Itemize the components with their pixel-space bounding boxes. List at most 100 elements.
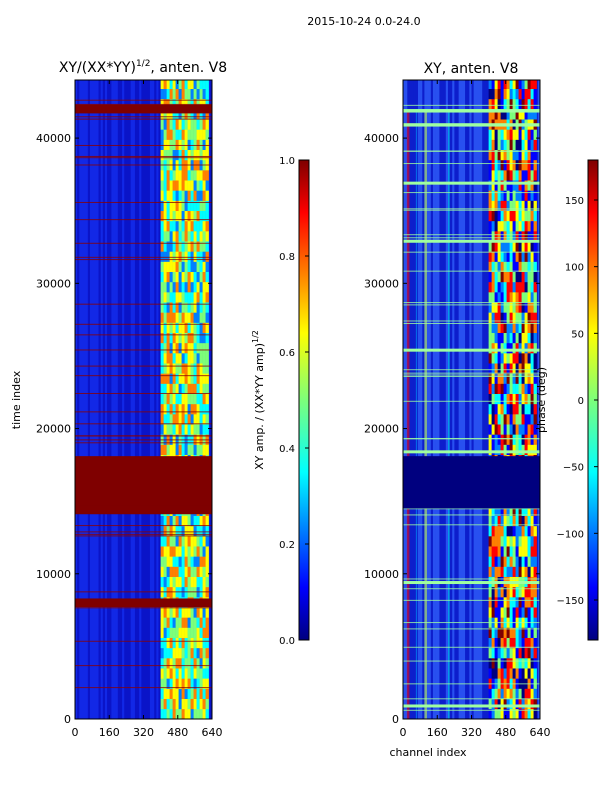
heatmap-cell: [494, 200, 498, 212]
heatmap-cell: [187, 129, 191, 140]
heatmap-cell: [491, 586, 495, 598]
heatmap-cell: [524, 403, 528, 415]
heatmap-cell: [202, 444, 206, 455]
heatmap-cell: [491, 109, 495, 120]
heatmap-cell: [491, 668, 495, 679]
heatmap-cell: [497, 536, 501, 547]
heatmap-cell: [193, 281, 197, 293]
heatmap-cell: [163, 312, 167, 323]
heatmap-cell: [533, 88, 537, 100]
heatmap-cell: [524, 434, 528, 445]
y-tick-label: 40000: [36, 132, 71, 145]
heatmap-cell: [500, 536, 504, 547]
heatmap-cell: [527, 383, 531, 394]
heatmap-cell: [488, 434, 492, 445]
heatmap-cell: [488, 98, 492, 110]
heatmap-cell: [184, 200, 188, 212]
heatmap-cell: [491, 241, 495, 252]
heatmap-cell: [491, 190, 495, 201]
heatmap-cell: [518, 556, 522, 567]
heatmap-cell: [187, 617, 191, 628]
heatmap-cell: [506, 210, 510, 222]
heatmap-cell: [488, 149, 492, 161]
heatmap-cell: [506, 393, 510, 405]
heatmap-cell: [512, 424, 516, 435]
heatmap-cell: [524, 281, 528, 293]
heatmap-cell: [518, 708, 522, 719]
heatmap-cell: [515, 505, 519, 516]
heatmap-cell: [196, 139, 200, 151]
heatmap-cell: [169, 414, 173, 425]
heatmap-cell: [175, 546, 179, 557]
flag-line: [75, 591, 212, 593]
heatmap-cell: [491, 210, 495, 222]
heatmap-cell: [518, 271, 522, 283]
heatmap-cell: [196, 668, 200, 679]
heatmap-cell: [196, 444, 200, 455]
heatmap-cell: [524, 200, 528, 212]
heatmap-cell: [527, 98, 531, 110]
heatmap-cell: [515, 281, 519, 293]
heatmap-cell: [184, 698, 188, 710]
heatmap-cell: [190, 658, 194, 669]
heatmap-cell: [172, 607, 176, 618]
heatmap-cell: [184, 180, 188, 191]
heatmap-cell: [175, 515, 179, 527]
heatmap-cell: [166, 424, 170, 435]
heatmap-cell: [160, 688, 164, 699]
heatmap-cell: [521, 88, 525, 100]
heatmap-cell: [518, 403, 522, 415]
heatmap-cell: [500, 80, 504, 90]
heatmap-cell: [202, 342, 206, 354]
heatmap-cell: [491, 292, 495, 303]
heatmap-cell: [518, 434, 522, 445]
heatmap-cell: [193, 271, 197, 283]
heatmap-cell: [521, 251, 525, 262]
heatmap-cell: [515, 80, 519, 90]
heatmap-cell: [196, 627, 200, 638]
heatmap-cell: [497, 586, 501, 598]
heatmap-cell: [199, 627, 203, 638]
heatmap-cell: [518, 536, 522, 547]
heatmap-cell: [166, 393, 170, 405]
heatmap-cell: [509, 98, 513, 110]
heatmap-cell: [187, 556, 191, 567]
heatmap-cell: [527, 159, 531, 171]
heatmap-cell: [518, 312, 522, 323]
flag-line: [403, 450, 540, 454]
flag-line: [403, 163, 540, 165]
channel-stripe: [430, 80, 434, 719]
heatmap-cell: [178, 109, 182, 120]
heatmap-cell: [521, 80, 525, 90]
heatmap-cell: [205, 424, 209, 435]
heatmap-cell: [515, 627, 519, 638]
heatmap-cell: [512, 353, 516, 364]
heatmap-cell: [160, 383, 164, 394]
heatmap-cell: [497, 505, 501, 516]
heatmap-cell: [500, 546, 504, 557]
x-tick-label: 320: [133, 726, 154, 739]
heatmap-cell: [497, 231, 501, 242]
heatmap-cell: [205, 363, 209, 374]
heatmap-cell: [184, 363, 188, 374]
flagged-band: [75, 104, 212, 114]
heatmap-cell: [491, 393, 495, 405]
heatmap-cell: [509, 139, 513, 151]
heatmap-cell: [530, 363, 534, 374]
heatmap-cell: [503, 322, 507, 333]
heatmap-cell: [503, 566, 507, 577]
heatmap-cell: [160, 647, 164, 659]
heatmap-cell: [196, 525, 200, 537]
heatmap-cell: [521, 525, 525, 537]
heatmap-cell: [187, 525, 191, 537]
heatmap-cell: [488, 393, 492, 405]
heatmap-cell: [503, 80, 507, 90]
heatmap-cell: [530, 637, 534, 649]
channel-stripe: [79, 80, 82, 719]
heatmap-cell: [169, 576, 173, 588]
heatmap-cell: [202, 414, 206, 425]
heatmap-cell: [181, 281, 185, 293]
heatmap-cell: [187, 80, 191, 90]
heatmap-cell: [494, 607, 498, 618]
heatmap-cell: [509, 525, 513, 537]
